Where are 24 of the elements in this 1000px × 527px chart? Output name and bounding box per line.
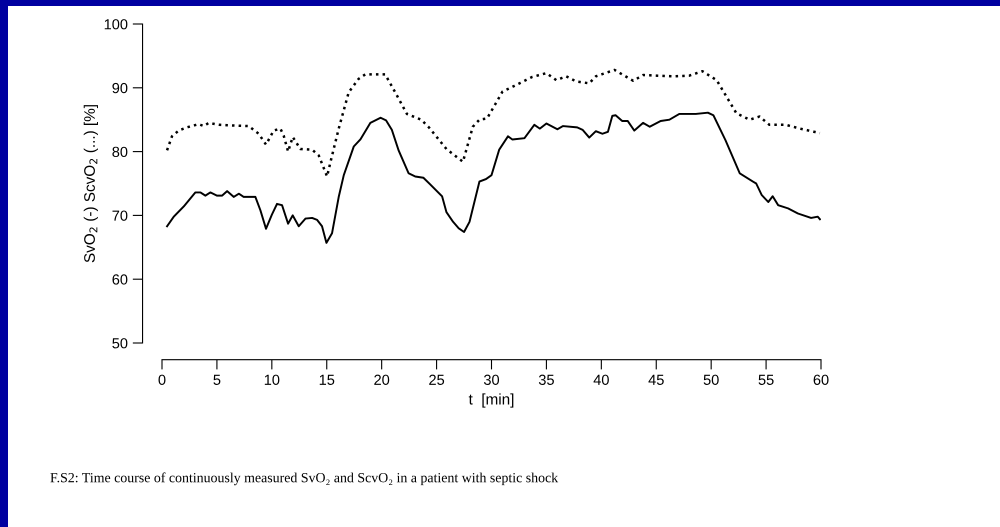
x-tick-label: 45 <box>648 374 664 385</box>
x-tick-label: 35 <box>538 374 554 385</box>
x-tick-label: 30 <box>484 374 500 385</box>
x-tick-label: 10 <box>264 374 280 385</box>
x-tick-label: 60 <box>814 374 829 385</box>
x-axis-title: t [min] <box>468 393 514 408</box>
x-tick-label: 55 <box>758 374 774 385</box>
x-tick-label: 5 <box>213 374 220 385</box>
y-tick-label: 70 <box>112 210 128 221</box>
x-tick-label: 50 <box>704 374 719 385</box>
x-tick-label: 20 <box>374 374 390 385</box>
x-tick-label: 0 <box>158 374 166 385</box>
y-tick-label: 90 <box>112 82 128 94</box>
x-tick-label: 25 <box>429 374 444 385</box>
y-tick-label: 100 <box>104 19 128 30</box>
y-tick-label: 50 <box>112 338 128 348</box>
x-tick-label: 15 <box>320 374 334 385</box>
text: F.S2: Time course of continuously measured SvO₂ and ScvO₂ in a patient with septic shock <box>50 472 558 486</box>
line-series <box>166 68 821 178</box>
x-tick-label: 40 <box>594 374 609 385</box>
line-series <box>166 112 821 244</box>
y-tick-label: 80 <box>112 146 128 158</box>
y-tick-label: 60 <box>112 274 128 285</box>
y-axis-title: SvO$_{2}$ (-) ScvO$_{2}$ (...) [%] <box>84 105 98 262</box>
